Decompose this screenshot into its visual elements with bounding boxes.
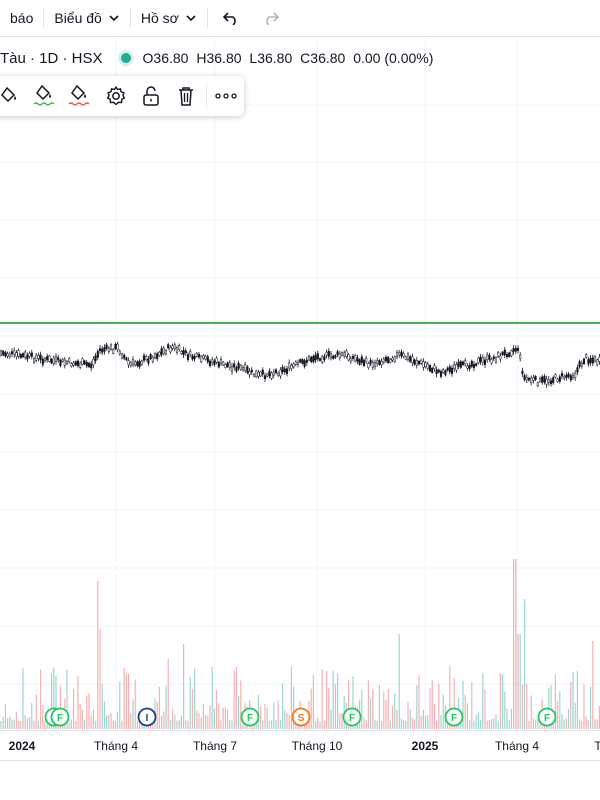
svg-text:F: F — [451, 713, 457, 724]
toolbar-divider — [206, 8, 208, 28]
candles — [0, 341, 600, 388]
chevron-down-icon — [186, 15, 196, 22]
open-label: O — [142, 50, 154, 66]
event-marker-f[interactable]: F — [240, 707, 260, 727]
toolbar-item-alerts[interactable]: báo — [0, 0, 43, 36]
symbol-name[interactable]: Tàu · 1D · HSX — [0, 49, 103, 67]
symbol-legend: Tàu · 1D · HSX O36.80 H36.80 L36.80 C36.… — [0, 46, 437, 70]
chart-bottom-border — [0, 760, 600, 761]
ohlc-values: O36.80 H36.80 L36.80 C36.80 0.00 (0.00%) — [143, 50, 438, 66]
chart-menu-label: Biểu đồ — [54, 10, 102, 26]
open-value: 36.80 — [153, 50, 189, 66]
unlock-icon — [143, 86, 159, 106]
gear-icon — [106, 86, 125, 106]
delete-button[interactable] — [168, 80, 203, 112]
close-label: C — [300, 50, 311, 66]
time-axis-label: 2024 — [8, 739, 36, 753]
low-value: 36.80 — [257, 50, 293, 66]
change-value: 0.00 (0.00%) — [353, 50, 434, 66]
trash-icon — [179, 87, 194, 106]
chart-grid — [0, 36, 600, 730]
high-value: 36.80 — [206, 50, 242, 66]
event-marker-s[interactable]: S — [291, 707, 311, 727]
text-color-button[interactable] — [27, 80, 62, 112]
chevron-down-icon — [109, 15, 119, 22]
redo-button[interactable] — [254, 0, 288, 36]
event-marker-f[interactable]: F — [537, 707, 557, 727]
time-axis-label: Tháng 7 — [192, 739, 238, 753]
chart-menu-button[interactable]: Biểu đồ — [44, 0, 129, 36]
toolbar-divider — [43, 8, 45, 28]
toolbar-divider — [205, 85, 207, 107]
paint-bucket-icon — [68, 84, 90, 106]
more-icon — [215, 93, 237, 99]
svg-text:S: S — [298, 713, 305, 724]
event-marker-f[interactable]: F — [444, 707, 464, 727]
low-label: L — [249, 50, 258, 66]
event-marker-i[interactable]: I — [137, 707, 157, 727]
close-value: 36.80 — [310, 50, 346, 66]
time-axis-label: T — [594, 739, 600, 753]
svg-text:F: F — [544, 713, 550, 724]
paint-bucket-icon — [33, 84, 55, 106]
paint-bucket-icon — [0, 86, 16, 103]
line-color-button[interactable] — [0, 80, 27, 112]
event-markers: FFIFSFFF — [44, 707, 557, 727]
settings-button[interactable] — [98, 80, 133, 112]
more-button[interactable] — [209, 80, 244, 112]
time-axis[interactable]: 2024 Tháng 4 Tháng 7 Tháng 10 2025 Tháng… — [0, 730, 600, 761]
volume-bars — [0, 559, 600, 729]
high-label: H — [196, 50, 207, 66]
market-status-icon — [120, 53, 131, 63]
time-axis-label: Tháng 4 — [93, 739, 139, 753]
redo-icon — [266, 12, 279, 25]
top-toolbar: báo Biểu đồ Hồ sơ — [0, 0, 600, 37]
drawing-floating-toolbar — [0, 76, 244, 116]
event-marker-f[interactable]: F — [342, 707, 362, 727]
time-axis-label: Tháng 4 — [494, 739, 540, 753]
lock-button[interactable] — [133, 80, 168, 112]
time-axis-label: 2025 — [411, 739, 439, 753]
toolbar-divider — [129, 8, 131, 28]
undo-icon — [222, 12, 236, 25]
svg-text:F: F — [57, 713, 63, 724]
background-color-button[interactable] — [63, 80, 98, 112]
time-axis-label: Tháng 10 — [291, 739, 343, 753]
toolbar-item-label: báo — [10, 10, 34, 26]
svg-text:I: I — [146, 713, 149, 724]
event-marker-f[interactable]: F — [50, 707, 70, 727]
svg-text:F: F — [247, 713, 253, 724]
profile-menu-button[interactable]: Hồ sơ — [131, 0, 207, 36]
svg-text:F: F — [349, 713, 355, 724]
undo-button[interactable] — [208, 0, 254, 36]
profile-menu-label: Hồ sơ — [140, 10, 179, 26]
